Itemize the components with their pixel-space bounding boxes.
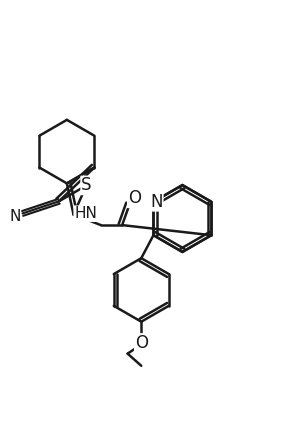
Text: S: S — [81, 177, 92, 194]
Text: HN: HN — [74, 206, 97, 221]
Text: O: O — [128, 189, 141, 207]
Text: N: N — [150, 193, 163, 211]
Text: O: O — [135, 334, 148, 352]
Text: N: N — [9, 209, 20, 224]
